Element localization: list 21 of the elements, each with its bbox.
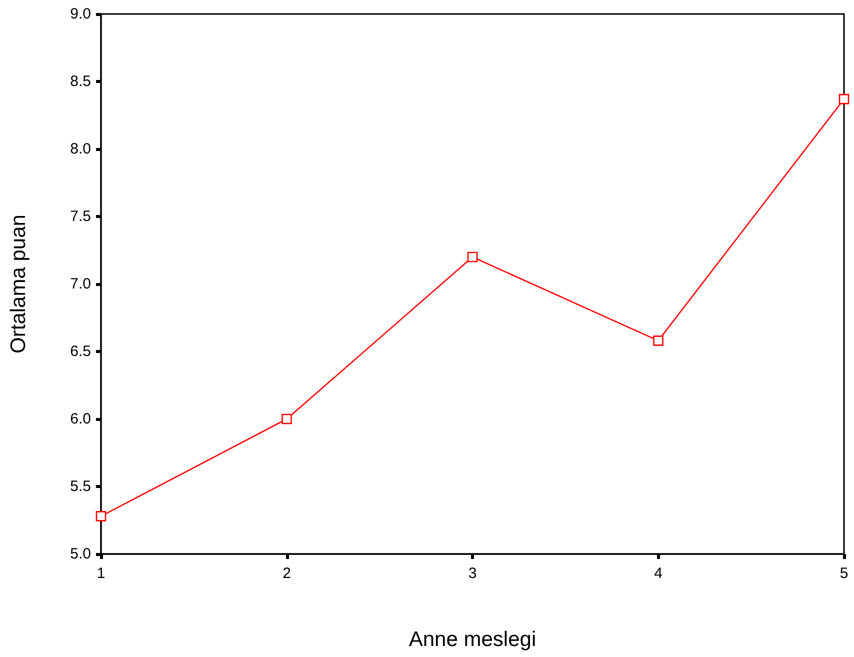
point — [96, 511, 106, 522]
x-tick-label: 4 — [654, 565, 662, 582]
y-tick-label: 8.5 — [70, 73, 91, 90]
y-tick-label: 6.5 — [70, 343, 91, 360]
x-axis-title: Anne meslegi — [408, 628, 536, 651]
y-tick-label: 8.0 — [70, 140, 91, 158]
point — [282, 414, 292, 424]
point — [467, 252, 478, 262]
x-tick-label: 2 — [282, 565, 291, 582]
y-tick-label: 5.5 — [70, 478, 91, 495]
y-tick-label: 7.5 — [70, 208, 91, 225]
y-tick-label: 9.0 — [70, 6, 91, 22]
y-tick-label: 5.0 — [70, 546, 91, 562]
y-tick-label: 7.0 — [70, 276, 91, 292]
point — [653, 336, 664, 346]
x-tick-label: 5 — [840, 565, 848, 582]
y-tick-label: 6.0 — [70, 410, 91, 428]
y-axis-title: Ortalama puan — [7, 214, 30, 354]
point — [838, 94, 850, 104]
x-tick-label: 1 — [96, 565, 106, 582]
x-tick-label: 3 — [468, 565, 477, 582]
